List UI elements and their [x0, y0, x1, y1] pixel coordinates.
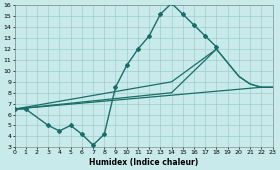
X-axis label: Humidex (Indice chaleur): Humidex (Indice chaleur) — [89, 158, 198, 167]
